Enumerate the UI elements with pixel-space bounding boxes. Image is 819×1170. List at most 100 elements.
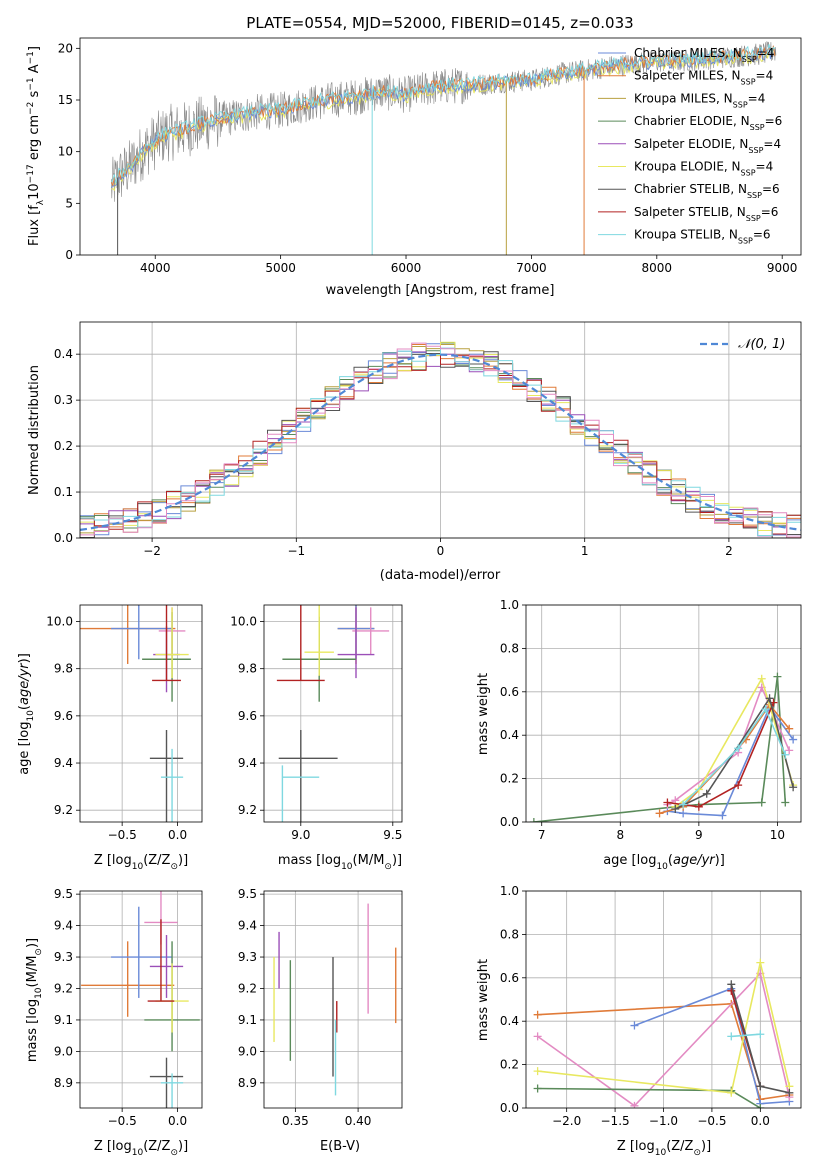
y-tick-label: 9.6 (54, 709, 73, 723)
label-part: ⊙ (170, 1148, 178, 1158)
legend-label: Chabrier ELODIE, NSSP=6 (634, 114, 782, 132)
residuals-panel: −2 −1 0 1 2 0.0 0.1 0.2 0.3 0.4 (data-model)/error… (27, 321, 802, 583)
label-part: ⊙ (693, 1148, 701, 1158)
error-bars (276, 605, 390, 822)
weight-marker (734, 744, 743, 753)
label-part: 10 (656, 862, 668, 872)
legend-name: Salpeter ELODIE, N (634, 137, 748, 151)
error-bars (80, 605, 191, 822)
legend-label: Kroupa ELODIE, NSSP=4 (634, 160, 773, 178)
legend-sub: SSP (750, 123, 765, 132)
y-tick-label: 10.0 (46, 615, 73, 629)
y-tick-label: 0.4 (54, 347, 73, 361)
ticks: 0.35 0.40 8.9 9.0 9.1 9.2 9.3 9.4 9.5 (238, 887, 372, 1128)
legend-name: Kroupa MILES, N (634, 91, 733, 105)
weight-marker (679, 800, 688, 809)
weight-marker (756, 1104, 765, 1108)
weight-line (667, 702, 775, 808)
label-part: )] (178, 1139, 188, 1154)
legend-value: =4 (757, 46, 775, 60)
legend-label: Kroupa MILES, NSSP=4 (634, 91, 765, 109)
y-tick-label: 5 (65, 196, 73, 210)
legend-sub: SSP (738, 236, 753, 245)
legend-label: 𝒩(0, 1) (738, 337, 785, 352)
x-axis-label: Z [log10(Z/Z⊙)] (94, 1139, 188, 1158)
label-part: 10 (132, 862, 144, 872)
weight-marker (781, 798, 790, 807)
weight-line (537, 971, 791, 1107)
x-axis-label: Z [log10(Z/Z⊙)] (617, 1139, 711, 1158)
label-part: −1 (26, 77, 36, 90)
label-part: )] (25, 938, 40, 948)
label-part: )] (17, 653, 32, 663)
axes-frame (79, 890, 203, 1109)
legend-value: =4 (748, 91, 766, 105)
y-tick-label: 0.0 (54, 531, 73, 545)
x-tick-label: −1.5 (601, 1114, 630, 1128)
legend-value: =4 (756, 160, 774, 174)
label-part: −1 (26, 51, 36, 64)
weight-marker (757, 798, 766, 807)
label-part: )] (701, 1139, 711, 1154)
x-tick-label: 1 (581, 544, 589, 558)
mass-vs-ebv-panel: 0.35 0.40 8.9 9.0 9.1 9.2 9.3 9.4 9.5 E(B-V) (238, 887, 403, 1154)
weight-marker (756, 1030, 765, 1039)
legend: 𝒩(0, 1) (700, 337, 785, 352)
y-tick-label: 9.5 (238, 887, 257, 901)
y-tick-label: 1.0 (500, 598, 519, 612)
label-part: A (27, 64, 42, 77)
weight-marker (630, 1101, 639, 1108)
y-tick-label: 9.2 (54, 803, 73, 817)
y-tick-label: 0.0 (500, 815, 519, 829)
legend-name: Salpeter MILES, N (634, 69, 741, 83)
y-tick-label: 0.2 (500, 772, 519, 786)
chart-title: PLATE=0554, MJD=52000, FIBERID=0145, z=0… (246, 14, 633, 32)
x-tick-label: −2 (143, 544, 161, 558)
weight-marker (663, 798, 672, 807)
legend-value: =4 (756, 69, 774, 83)
weight-marker (655, 809, 664, 818)
label-part: 10 (655, 1148, 667, 1158)
y-tick-label: 9.4 (54, 756, 73, 770)
y-tick-label: 0.8 (500, 927, 519, 941)
label-part: )] (715, 853, 725, 868)
label-part: λ (36, 199, 46, 205)
y-tick-label: 10.0 (230, 615, 257, 629)
y-tick-label: 0.4 (500, 1014, 519, 1028)
y-tick-label: 9.1 (54, 1013, 73, 1027)
weight-marker (761, 705, 770, 714)
axes-frame (79, 604, 203, 823)
label-part: 10 (132, 1148, 144, 1158)
weight-marker (785, 1088, 794, 1097)
x-tick-label: 0.0 (168, 828, 187, 842)
y-tick-label: 1.0 (500, 884, 519, 898)
axes-frame (525, 604, 802, 823)
x-axis-label: Z [log10(Z/Z⊙)] (94, 853, 188, 872)
weight-line (533, 676, 787, 822)
weight-line (634, 987, 790, 1105)
weight-marker (756, 1082, 765, 1091)
legend-sub: SSP (747, 191, 762, 200)
x-tick-label: 0.40 (345, 1114, 372, 1128)
legend-label: Chabrier STELIB, NSSP=6 (634, 182, 780, 200)
y-tick-label: 9.2 (238, 803, 257, 817)
axes-frame (263, 890, 403, 1109)
legend-sub: SSP (746, 213, 761, 222)
x-tick-label: 0 (437, 544, 445, 558)
weight-marker (671, 804, 680, 813)
label-part: −17 (26, 164, 36, 183)
weight-marker (727, 1088, 736, 1097)
x-tick-label: 2 (725, 544, 733, 558)
axes-frame (263, 604, 403, 823)
mass-vs-metallicity-panel: −0.5 0.08.99.09.19.29.39.49.5Z [log10(Z/Z… (25, 887, 203, 1158)
x-axis-label: (data-model)/error (380, 568, 501, 583)
label-part: ( (17, 705, 32, 710)
label-part: Flux [f (27, 205, 42, 246)
label-part: (Z/Z (143, 1139, 170, 1154)
label-part: age [log (17, 722, 32, 775)
x-axis-label: E(B-V) (320, 1139, 360, 1154)
weight-marker (785, 746, 794, 755)
x-axis-label: mass [log10(M/M⊙)] (278, 853, 402, 872)
weight-marker (765, 694, 774, 703)
